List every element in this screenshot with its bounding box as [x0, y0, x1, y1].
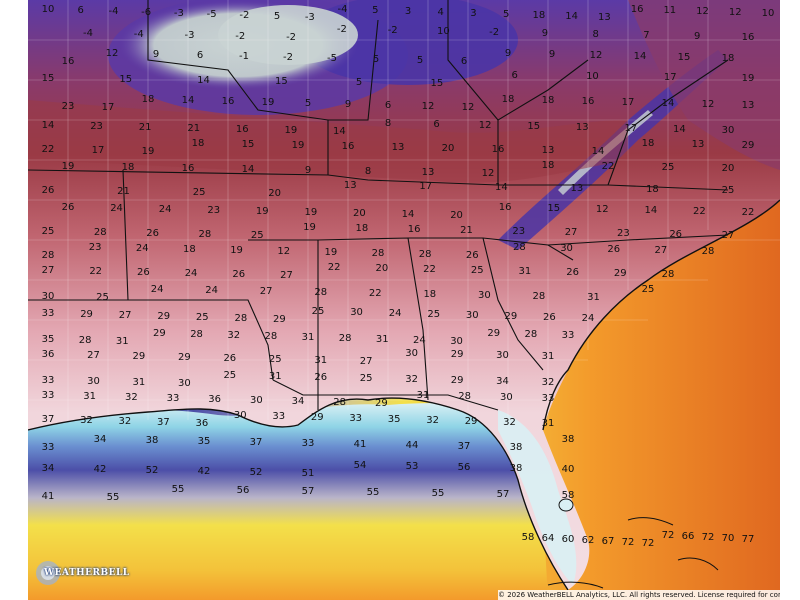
logo-text: WEATHERBELL — [44, 568, 130, 578]
weatherbell-logo: WEATHERBELL — [34, 556, 129, 590]
weather-map: 10 6 -4 -6 -3 -5 -2 5 -3 -4 5 3 4 3 5 18 14 13 16 11 12 12 10-… — [28, 0, 780, 600]
temperature-field — [28, 0, 780, 600]
copyright-notice: © 2026 WeatherBELL Analytics, LLC. All r… — [498, 590, 780, 600]
